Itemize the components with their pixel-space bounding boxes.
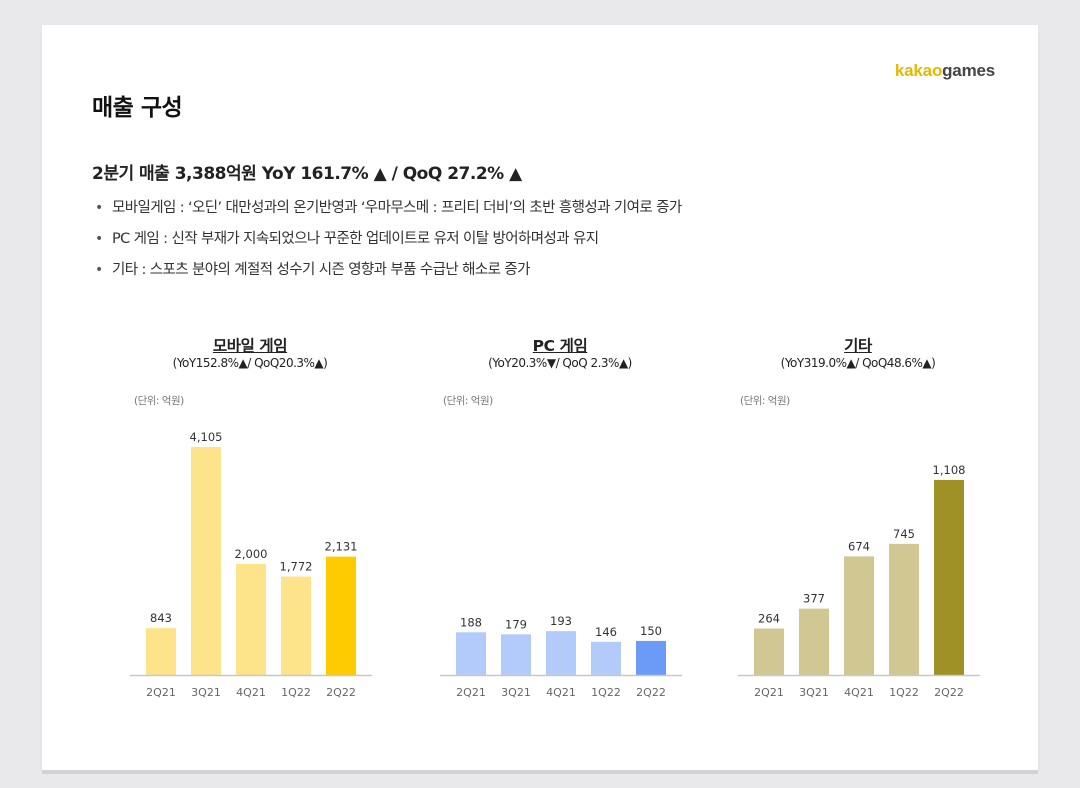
- value-label: 674: [848, 539, 870, 553]
- chart-title-mobile: 모바일 게임: [212, 337, 288, 355]
- tick-label: 3Q21: [799, 686, 829, 699]
- bar-2q21: [754, 628, 784, 675]
- tick-label: 1Q22: [889, 686, 919, 699]
- value-label: 179: [505, 617, 527, 631]
- bullet-item-other: • 기타 : 스포츠 분야의 계절적 성수기 시즌 영향과 부품 수급난 해소로 …: [92, 258, 682, 289]
- tick-label: 2Q21: [146, 686, 176, 699]
- value-label: 2,131: [325, 540, 358, 554]
- tick-label: 2Q22: [326, 686, 356, 699]
- bar-1q22: [281, 576, 311, 675]
- tick-label: 1Q22: [591, 686, 621, 699]
- chart-title-pc: PC 게임: [532, 337, 588, 355]
- value-label: 1,108: [933, 463, 966, 477]
- kakaogames-logo: kakaogames: [894, 61, 995, 80]
- chart-subtitle-other: (YoY319.0%▲/ QoQ48.6%▲): [780, 356, 936, 370]
- bar-4q21: [236, 563, 266, 675]
- value-label: 4,105: [190, 430, 223, 444]
- tick-label: 4Q21: [546, 686, 576, 699]
- bullet-list: • 모바일게임 : ‘오딘’ 대만성과의 온기반영과 ‘우마무스메 : 프리티 더…: [92, 196, 682, 289]
- bar-3q21: [799, 608, 829, 675]
- value-label: 188: [460, 615, 482, 629]
- tick-label: 2Q22: [934, 686, 964, 699]
- value-label: 150: [640, 624, 662, 638]
- bar-1q22: [889, 543, 919, 675]
- other-bar-chart: 264 2Q21 377 3Q21 674 4Q21 745 1Q22 1,108 2Q22: [738, 463, 980, 699]
- unit-label-pc: (단위: 억원): [443, 395, 493, 407]
- bar-2q21: [146, 628, 176, 675]
- value-label: 193: [550, 614, 572, 628]
- unit-label-mobile: (단위: 억원): [134, 395, 184, 407]
- bar-2q22: [934, 479, 964, 675]
- value-label: 1,772: [280, 560, 313, 574]
- page-title: 매출 구성: [92, 95, 183, 121]
- bar-1q22: [591, 641, 621, 675]
- bullet-icon: •: [95, 262, 103, 278]
- value-label: 843: [150, 611, 172, 625]
- value-label: 2,000: [235, 547, 268, 561]
- bar-2q21: [456, 632, 486, 675]
- bar-3q21: [501, 634, 531, 675]
- chart-subtitle-pc: (YoY20.3%▼/ QoQ 2.3%▲): [488, 356, 632, 370]
- value-label: 745: [893, 527, 915, 541]
- value-label: 377: [803, 592, 825, 606]
- chart-subtitle-mobile: (YoY152.8%▲/ QoQ20.3%▲): [172, 356, 328, 370]
- bullet-item-mobile: • 모바일게임 : ‘오딘’ 대만성과의 온기반영과 ‘우마무스메 : 프리티 더…: [92, 196, 682, 227]
- tick-label: 4Q21: [844, 686, 874, 699]
- tick-label: 2Q21: [754, 686, 784, 699]
- mobile-bar-chart: 843 2Q21 4,105 3Q21 2,000 4Q21 1,772 1Q22 2,131 2…: [130, 430, 372, 699]
- pc-bar-chart: 188 2Q21 179 3Q21 193 4Q21 146 1Q22 150 2Q22: [440, 614, 682, 699]
- bullet-icon: •: [95, 231, 103, 247]
- tick-label: 1Q22: [281, 686, 311, 699]
- bar-3q21: [191, 446, 221, 675]
- bar-2q22: [636, 640, 666, 675]
- chart-title-other: 기타: [844, 337, 872, 355]
- tick-label: 3Q21: [501, 686, 531, 699]
- tick-label: 2Q21: [456, 686, 486, 699]
- bullet-item-pc: • PC 게임 : 신작 부재가 지속되었으나 꾸준한 업데이트로 유저 이탈 방…: [92, 227, 682, 258]
- bar-4q21: [844, 556, 874, 675]
- bar-4q21: [546, 631, 576, 675]
- value-label: 146: [595, 625, 617, 639]
- tick-label: 2Q22: [636, 686, 666, 699]
- tick-label: 3Q21: [191, 686, 221, 699]
- unit-label-other: (단위: 억원): [740, 395, 790, 407]
- value-label: 264: [758, 612, 780, 626]
- revenue-headline: 2분기 매출 3,388억원 YoY 161.7% ▲ / QoQ 27.2% …: [92, 164, 522, 184]
- tick-label: 4Q21: [236, 686, 266, 699]
- slide-shadow: [42, 770, 1038, 774]
- bullet-icon: •: [95, 200, 103, 216]
- bar-2q22: [326, 556, 356, 675]
